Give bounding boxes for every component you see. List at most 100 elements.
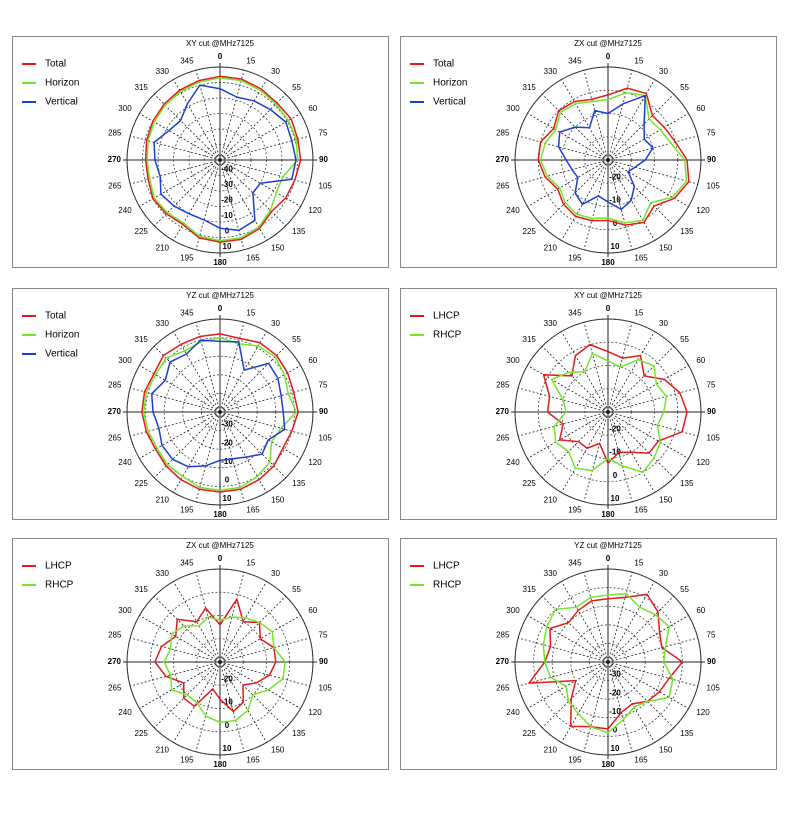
grid-spoke (607, 661, 633, 752)
series-line (146, 77, 299, 242)
legend-label: Vertical (433, 97, 466, 108)
theta-tick-label: 90 (707, 407, 716, 416)
theta-tick-label: 30 (271, 67, 280, 76)
grid-spoke (607, 661, 655, 743)
legend-label: LHCP (433, 561, 460, 572)
r-tick-label: -20 (221, 438, 233, 447)
theta-tick-label: 225 (135, 227, 149, 236)
grid-spoke (518, 661, 609, 687)
r-tick-label: -30 (221, 420, 233, 429)
grid-spoke (219, 322, 245, 413)
r-tick-label: 10 (611, 494, 620, 503)
grid-spoke (607, 411, 633, 502)
theta-tick-label: 300 (506, 606, 520, 615)
theta-tick-label: 300 (506, 104, 520, 113)
grid-spoke (153, 345, 221, 413)
theta-tick-label: 165 (634, 254, 648, 263)
theta-tick-label: 15 (634, 309, 643, 318)
grid-spoke (219, 572, 245, 663)
theta-tick-label: 105 (707, 434, 721, 443)
theta-tick-label: 240 (118, 206, 132, 215)
theta-tick-label: 135 (680, 729, 694, 738)
grid-spoke (583, 159, 609, 250)
panel-border (400, 288, 777, 520)
theta-tick-label: 75 (319, 381, 328, 390)
theta-tick-label: 0 (606, 304, 611, 313)
theta-tick-label: 240 (506, 458, 520, 467)
theta-tick-label: 285 (496, 631, 510, 640)
grid-spoke (583, 661, 609, 752)
theta-tick-label: 150 (659, 745, 673, 754)
grid-spoke (607, 661, 675, 729)
grid-spoke (219, 113, 301, 161)
grid-spoke (607, 365, 689, 413)
grid-spoke (607, 159, 655, 241)
r-tick-label: -30 (221, 180, 233, 189)
r-tick-label: 10 (223, 242, 232, 251)
grid-spoke (607, 411, 689, 459)
theta-tick-label: 195 (568, 756, 582, 765)
grid-spoke (219, 661, 287, 729)
theta-tick-label: 60 (308, 104, 317, 113)
theta-tick-label: 345 (180, 559, 194, 568)
theta-tick-label: 135 (680, 479, 694, 488)
r-tick-label: 10 (611, 744, 620, 753)
r-tick-label: -20 (609, 424, 621, 433)
legend-label: RHCP (433, 330, 462, 341)
theta-tick-label: 210 (544, 745, 558, 754)
chart-title: XY cut @MHz7125 (186, 39, 255, 48)
legend-label: Horizon (433, 78, 467, 89)
theta-tick-label: 195 (180, 756, 194, 765)
theta-tick-label: 75 (707, 381, 716, 390)
grid-spoke (130, 637, 221, 663)
theta-tick-label: 225 (135, 729, 149, 738)
theta-tick-label: 270 (108, 657, 122, 666)
theta-tick-label: 150 (271, 745, 285, 754)
theta-tick-label: 180 (213, 760, 227, 769)
grid-spoke (173, 79, 221, 161)
grid-spoke (561, 661, 609, 743)
r-tick-label: -20 (609, 688, 621, 697)
theta-tick-label: 300 (118, 104, 132, 113)
theta-tick-label: 55 (292, 335, 301, 344)
series-line (142, 336, 298, 491)
theta-tick-label: 285 (108, 631, 122, 640)
theta-tick-label: 225 (523, 227, 537, 236)
chart-title: YZ cut @MHz7125 (574, 541, 642, 550)
theta-tick-label: 225 (135, 479, 149, 488)
theta-tick-label: 210 (544, 495, 558, 504)
theta-tick-label: 225 (523, 479, 537, 488)
theta-tick-label: 30 (271, 569, 280, 578)
series-line (528, 593, 684, 730)
theta-tick-label: 195 (568, 506, 582, 515)
r-tick-label: -20 (609, 172, 621, 181)
theta-tick-label: 195 (180, 506, 194, 515)
r-tick-label: -10 (609, 196, 621, 205)
theta-tick-label: 30 (659, 569, 668, 578)
grid-spoke (518, 411, 609, 437)
theta-tick-label: 270 (496, 407, 510, 416)
grid-spoke (607, 159, 675, 227)
r-tick-label: -10 (221, 698, 233, 707)
theta-tick-label: 75 (319, 129, 328, 138)
grid-spoke (607, 159, 689, 207)
r-tick-label: -20 (221, 674, 233, 683)
grid-spoke (583, 572, 609, 663)
grid-spoke (561, 411, 609, 493)
grid-spoke (219, 595, 287, 663)
theta-tick-label: 240 (118, 708, 132, 717)
grid-spoke (195, 661, 221, 752)
theta-tick-label: 180 (213, 258, 227, 267)
theta-tick-label: 285 (496, 129, 510, 138)
r-tick-label: 0 (613, 726, 618, 735)
grid-spoke (607, 661, 698, 687)
legend-label: LHCP (45, 561, 72, 572)
theta-tick-label: 120 (308, 458, 322, 467)
theta-tick-label: 0 (218, 304, 223, 313)
legend-label: Horizon (45, 78, 79, 89)
grid-spoke (139, 615, 221, 663)
grid-spoke (219, 661, 310, 687)
grid-spoke (139, 411, 221, 459)
theta-tick-label: 90 (319, 407, 328, 416)
